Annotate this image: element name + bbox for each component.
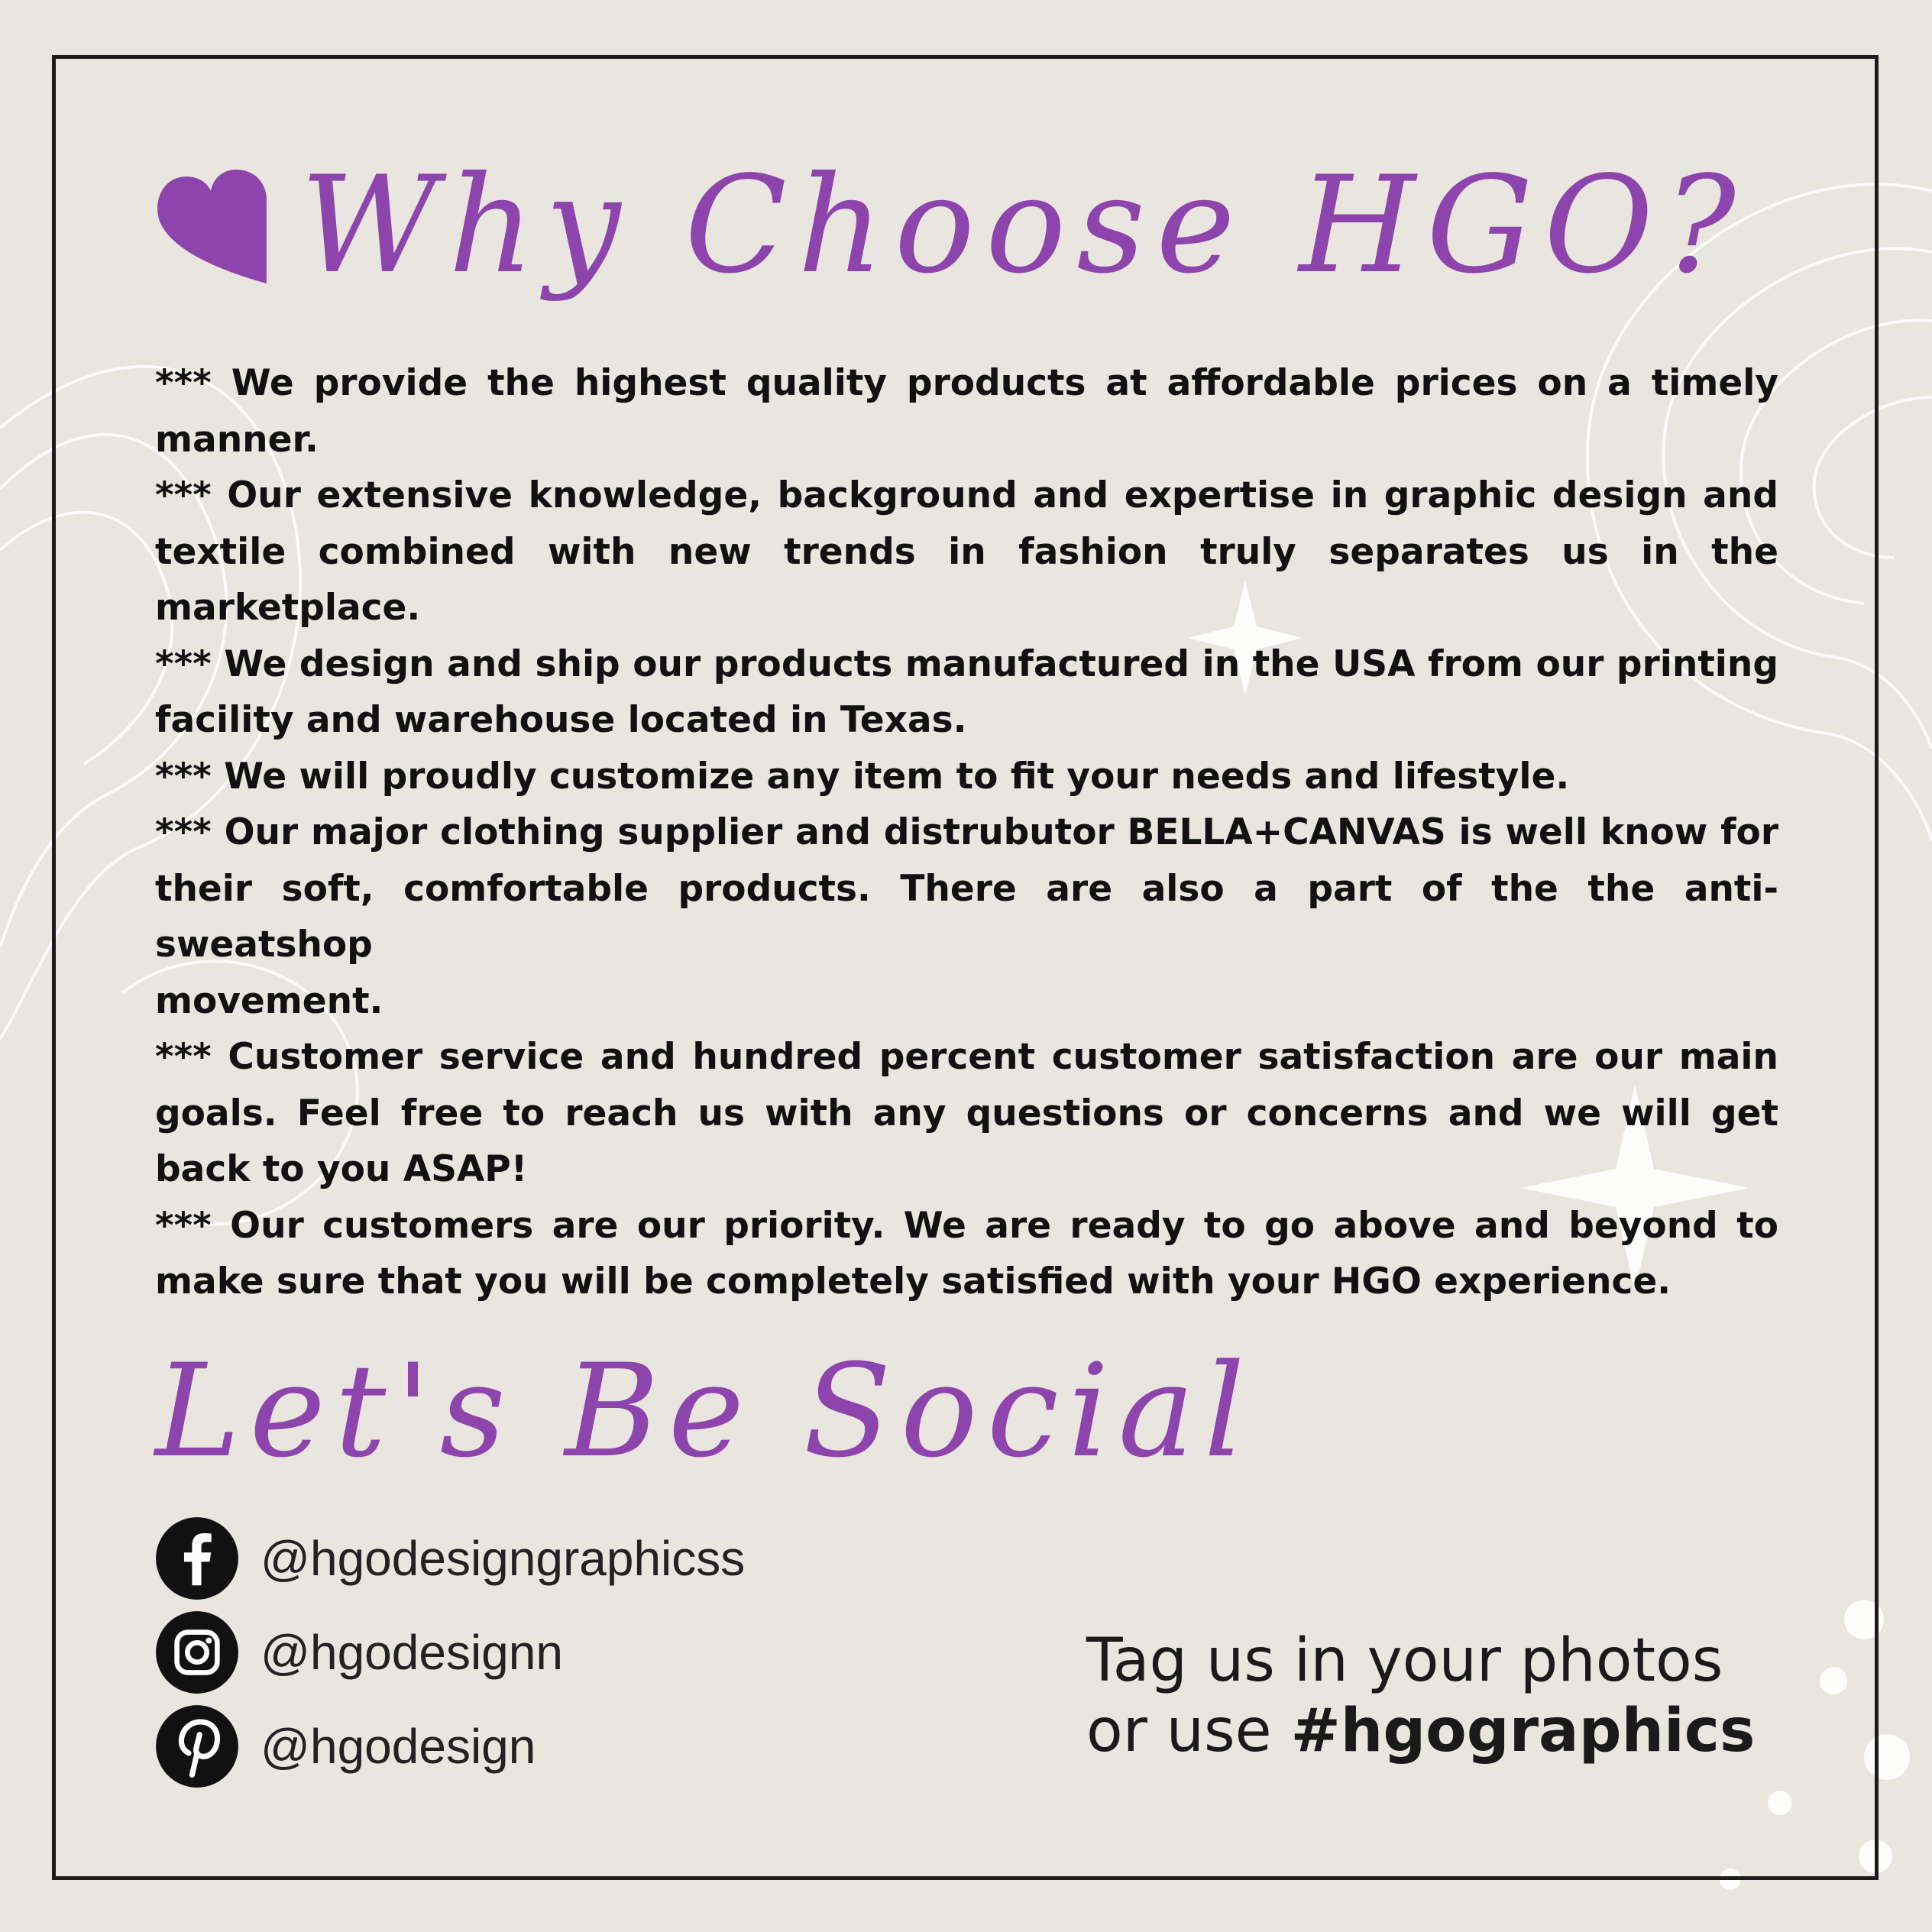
paragraph: *** We provide the highest quality produ… bbox=[155, 362, 1778, 461]
facebook-icon bbox=[156, 1517, 238, 1600]
paragraph: *** Our customers are our priority. We a… bbox=[155, 1204, 1778, 1303]
tag-line-2-prefix: or use bbox=[1086, 1697, 1291, 1765]
social-list: @hgodesigngraphicss @hgodesignn @hgodesi… bbox=[155, 1516, 843, 1798]
tag-line-2: or use #hgographics bbox=[1086, 1696, 1820, 1766]
social-item-instagram[interactable]: @hgodesignn bbox=[155, 1610, 843, 1694]
paragraph: *** Our extensive knowledge, background … bbox=[155, 474, 1778, 629]
heading-row: Why Choose HGO? bbox=[155, 149, 1798, 302]
social-item-facebook[interactable]: @hgodesigngraphicss bbox=[155, 1516, 843, 1600]
content-frame bbox=[52, 55, 1879, 1880]
paragraph: *** We design and ship our products manu… bbox=[155, 642, 1778, 742]
heart-icon bbox=[157, 170, 267, 283]
social-handle: @hgodesign bbox=[261, 1719, 536, 1774]
hashtag: #hgographics bbox=[1290, 1697, 1756, 1765]
paragraph: movement. bbox=[155, 979, 383, 1022]
social-item-pinterest[interactable]: @hgodesign bbox=[155, 1704, 843, 1788]
tag-callout: Tag us in your photos or use #hgographic… bbox=[1086, 1626, 1820, 1766]
body-text: *** We provide the highest quality produ… bbox=[155, 355, 1778, 1310]
social-handle: @hgodesigngraphicss bbox=[261, 1531, 746, 1586]
instagram-icon bbox=[156, 1611, 238, 1694]
paragraph: *** We will proudly customize any item t… bbox=[155, 755, 1570, 798]
pinterest-icon bbox=[156, 1705, 238, 1788]
page-title: Why Choose HGO? bbox=[300, 147, 1747, 303]
social-title: Let's Be Social bbox=[155, 1336, 1254, 1486]
social-handle: @hgodesignn bbox=[261, 1625, 563, 1680]
paragraph: *** Customer service and hundred percent… bbox=[155, 1036, 1778, 1190]
paragraph: *** Our major clothing supplier and dist… bbox=[155, 811, 1778, 966]
tag-line-1: Tag us in your photos bbox=[1086, 1626, 1723, 1695]
